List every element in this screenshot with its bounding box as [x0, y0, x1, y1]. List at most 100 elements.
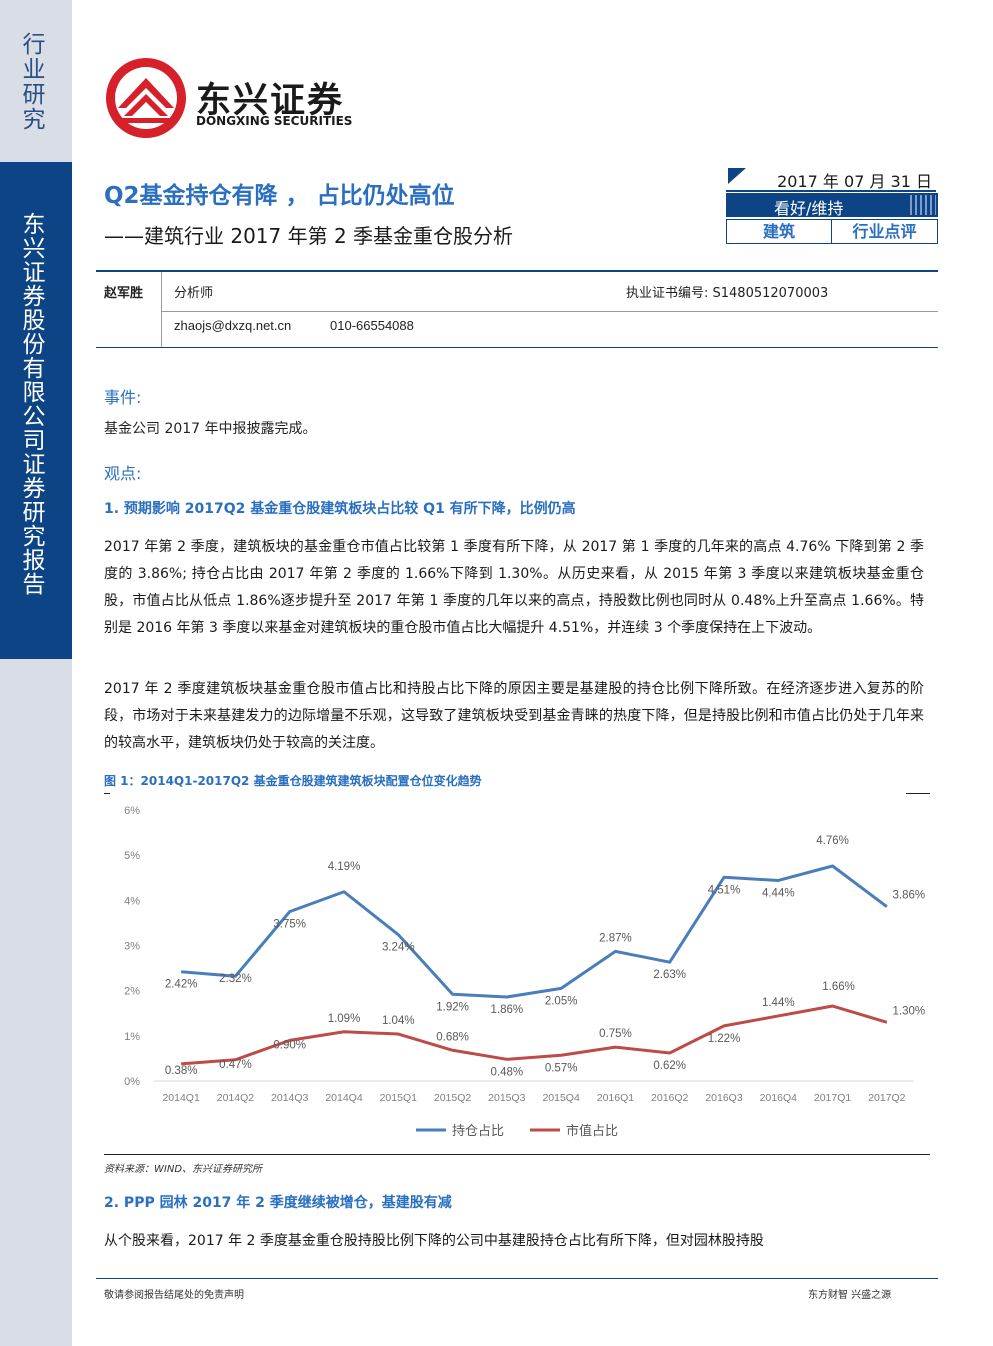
date-triangle-icon — [728, 168, 746, 184]
data-label: 1.04% — [382, 1015, 415, 1027]
data-label: 0.57% — [545, 1062, 578, 1074]
paragraph-2: 2017 年 2 季度建筑板块基金重仓股市值占比和持股占比下降的原因主要是基建股… — [104, 681, 924, 751]
data-label: 1.92% — [436, 1001, 469, 1013]
data-label: 3.24% — [382, 942, 415, 954]
side-band-top — [0, 0, 72, 162]
y-tick-label: 2% — [124, 986, 140, 998]
date-row: 2017 年 07 月 31 日 — [726, 166, 936, 192]
x-tick-label: 2014Q4 — [325, 1092, 363, 1104]
data-label: 1.44% — [762, 997, 795, 1009]
data-label: 0.62% — [653, 1060, 686, 1072]
data-label: 3.75% — [273, 919, 306, 931]
data-label: 3.86% — [893, 890, 926, 902]
analyst-table-top-rule — [96, 270, 938, 272]
figure-title: 图 1：2014Q1-2017Q2 基金重仓股建筑建筑板块配置仓位变化趋势 — [104, 774, 482, 788]
data-label: 1.22% — [708, 1033, 741, 1045]
x-tick-label: 2016Q4 — [760, 1092, 798, 1104]
section-2-title: 2. PPP 园林 2017 年 2 季度继续被增仓，基建股有减 — [104, 1195, 452, 1211]
figure-source: 资料来源：WIND、东兴证券研究所 — [104, 1164, 263, 1175]
analyst-table-mid-rule — [162, 311, 938, 312]
y-tick-label: 4% — [124, 895, 140, 907]
data-label: 4.76% — [816, 835, 849, 847]
y-tick-label: 5% — [124, 850, 140, 862]
company-logo — [106, 58, 186, 138]
side-band-bottom — [0, 659, 72, 1346]
y-tick-label: 1% — [124, 1031, 140, 1043]
figure-rule-bottom — [104, 1154, 930, 1155]
legend-label-2: 市值占比 — [566, 1123, 618, 1138]
x-tick-label: 2015Q4 — [542, 1092, 580, 1104]
side-band-top-label: 行业研究 — [18, 32, 44, 132]
x-tick-label: 2014Q3 — [271, 1092, 309, 1104]
x-tick-label: 2015Q3 — [488, 1092, 526, 1104]
report-subtitle: ——建筑行业 2017 年第 2 季基金重仓股分析 — [104, 224, 514, 248]
section-1-title: 1. 预期影响 2017Q2 基金重仓股建筑板块占比较 Q1 有所下降，比例仍高 — [104, 501, 576, 517]
data-label: 4.44% — [762, 887, 795, 899]
data-label: 0.75% — [599, 1028, 632, 1040]
series-line-2 — [181, 1004, 888, 1066]
analyst-table-bottom-rule — [96, 347, 938, 348]
series-line-1 — [181, 864, 888, 999]
analyst-email[interactable]: zhaojs@dxzq.net.cn — [174, 318, 292, 333]
analyst-role: 分析师 — [174, 286, 214, 301]
event-text: 基金公司 2017 年中报披露完成。 — [104, 421, 317, 437]
data-label: 4.19% — [328, 861, 361, 873]
paragraph-1: 2017 年第 2 季度，建筑板块的基金重仓市值占比较第 1 季度有所下降，从 … — [104, 539, 924, 636]
data-label: 2.42% — [165, 979, 198, 991]
line-chart: 0% 1% 2% 3% 4% 5% 6% 2014Q1 2014Q2 2014Q3 2014Q4 20… — [124, 805, 926, 1138]
y-tick-label: 3% — [124, 941, 140, 953]
paragraph-3: 从个股来看，2017 年 2 季度基金重仓股持股比例下降的公司中基建股持仓占比有… — [104, 1233, 764, 1249]
company-name-cn: 东兴证券 — [196, 81, 345, 121]
figure-rule-right — [906, 793, 930, 794]
x-tick-label: 2014Q2 — [217, 1092, 255, 1104]
data-label: 1.86% — [491, 1004, 524, 1016]
analyst-table-divider — [161, 272, 162, 347]
analyst-cert: 执业证书编号: S1480512070003 — [626, 286, 829, 301]
data-label: 2.05% — [545, 995, 578, 1007]
figure-rule-left — [104, 793, 110, 794]
legend-label-1: 持仓占比 — [452, 1123, 504, 1138]
analyst-phone: 010-66554088 — [330, 318, 414, 333]
report-title: Q2基金持仓有降 ， 占比仍处高位 — [104, 183, 455, 209]
x-tick-label: 2015Q1 — [380, 1092, 418, 1104]
x-tick-label: 2015Q2 — [434, 1092, 472, 1104]
data-label: 0.48% — [491, 1066, 524, 1078]
date-rating-box: 2017 年 07 月 31 日 看好/维持 建筑 行业点评 — [726, 166, 938, 244]
stripe-decoration — [910, 195, 936, 215]
data-label: 2.87% — [599, 932, 632, 944]
rating-label: 看好/维持 — [774, 199, 844, 218]
data-label: 2.32% — [219, 973, 252, 985]
event-heading: 事件: — [104, 388, 142, 407]
report-date: 2017 年 07 月 31 日 — [777, 172, 932, 191]
tags-row: 建筑 行业点评 — [726, 219, 938, 244]
data-label: 0.38% — [165, 1065, 198, 1077]
data-label: 1.66% — [822, 981, 855, 993]
side-band-middle-label: 东兴证券股份有限公司证券研究报告 — [18, 212, 44, 596]
data-label: 1.30% — [893, 1005, 926, 1017]
data-label: 0.68% — [436, 1031, 469, 1043]
company-name-en: DONGXING SECURITIES — [196, 114, 353, 128]
data-label: 0.47% — [219, 1059, 252, 1071]
view-heading: 观点: — [104, 464, 142, 483]
industry-tag: 建筑 — [727, 220, 832, 243]
x-tick-label: 2016Q2 — [651, 1092, 689, 1104]
report-type-tag: 行业点评 — [852, 222, 917, 241]
y-tick-label: 6% — [124, 805, 140, 817]
x-tick-label: 2016Q3 — [705, 1092, 743, 1104]
x-tick-label: 2016Q1 — [597, 1092, 635, 1104]
footer-slogan: 东方财智 兴盛之源 — [808, 1290, 892, 1301]
data-label: 0.90% — [273, 1039, 306, 1051]
rating-row: 看好/维持 — [726, 193, 938, 218]
footer-rule — [96, 1278, 938, 1279]
chart-axes: 0% 1% 2% 3% 4% 5% 6% 2014Q1 2014Q2 2014Q3 2014Q4 20… — [124, 805, 914, 1104]
side-band-middle — [0, 162, 72, 659]
analyst-name: 赵军胜 — [104, 286, 144, 301]
data-label: 2.63% — [653, 969, 686, 981]
data-label: 1.09% — [328, 1013, 361, 1025]
y-tick-label: 0% — [124, 1076, 140, 1088]
footer-disclaimer: 敬请参阅报告结尾处的免责声明 — [104, 1290, 244, 1301]
chart-series — [181, 864, 888, 1066]
chart-legend: 持仓占比 市值占比 — [416, 1123, 618, 1138]
x-tick-label: 2014Q1 — [162, 1092, 200, 1104]
data-label: 4.51% — [708, 884, 741, 896]
